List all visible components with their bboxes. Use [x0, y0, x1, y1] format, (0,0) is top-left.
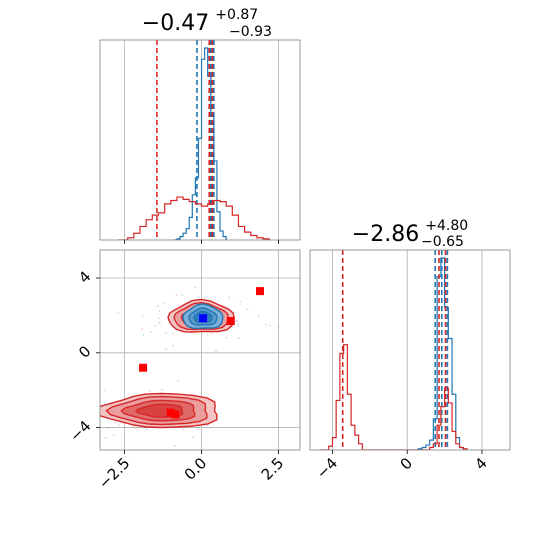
red-marker — [166, 408, 175, 417]
x-tick-label: 4 — [471, 454, 490, 473]
sample-point — [181, 294, 184, 297]
sample-point — [206, 424, 209, 427]
red-marker — [139, 363, 148, 372]
title-param2-minus: −0.65 — [421, 234, 464, 250]
blue-marker — [199, 314, 208, 323]
axes-frame — [99, 39, 301, 241]
panel-joint — [91, 250, 300, 450]
x-tick-label: 0.0 — [181, 454, 211, 484]
sample-point — [206, 333, 209, 336]
sample-point — [265, 323, 267, 326]
sample-point — [91, 420, 93, 422]
sample-point — [158, 322, 160, 324]
title-param1: −0.47 +0.87 — [142, 7, 258, 36]
sample-point — [174, 445, 176, 447]
sample-point — [162, 302, 165, 305]
sample-point — [177, 380, 179, 382]
sample-point — [237, 323, 240, 325]
sample-point — [172, 344, 174, 347]
sample-point — [114, 421, 117, 424]
sample-point — [164, 348, 167, 351]
panel-param2-hist — [319, 250, 483, 450]
sample-point — [196, 428, 199, 431]
y-tick-label: 0 — [75, 342, 94, 361]
red-marker — [226, 317, 235, 326]
sample-point — [161, 388, 164, 391]
hist-blue-param1 — [173, 47, 227, 240]
title-param2-plus: +4.80 — [425, 218, 468, 234]
sample-point — [103, 389, 106, 391]
red-marker — [256, 287, 264, 296]
sample-point — [215, 350, 217, 353]
sample-point — [239, 300, 242, 303]
hist-red-param1 — [118, 196, 270, 240]
sample-point — [246, 308, 249, 311]
x-tick-label: −4 — [313, 454, 341, 482]
x-tick-label: 2.5 — [258, 454, 288, 484]
sample-point — [117, 311, 120, 314]
sample-point — [149, 330, 152, 333]
x-tick-label: −2.5 — [95, 454, 133, 492]
title-param2-median: −2.86 — [352, 222, 419, 247]
red-marker — [171, 410, 180, 419]
sample-point — [133, 425, 136, 428]
sample-point — [157, 305, 160, 307]
sample-point — [142, 334, 145, 336]
sample-point — [238, 337, 241, 340]
y-tick-label: 4 — [75, 267, 94, 286]
hist-red-param2 — [319, 344, 468, 450]
sample-point — [269, 324, 272, 327]
sample-point — [228, 296, 231, 299]
title-param1-minus: −0.93 — [229, 24, 272, 40]
title-param1-plus: +0.87 — [215, 7, 258, 23]
axes-frame — [309, 249, 511, 451]
sample-point — [277, 326, 280, 328]
y-tick-label: −4 — [66, 417, 94, 445]
sample-point — [148, 390, 151, 392]
sample-point — [106, 427, 109, 430]
hist-blue-param2 — [414, 257, 464, 450]
sample-point — [236, 325, 239, 328]
title-param1-median: −0.47 — [142, 11, 209, 36]
sample-point — [141, 315, 144, 318]
panel-param1-hist — [118, 40, 279, 240]
sample-point — [145, 427, 148, 430]
sample-point — [117, 424, 120, 427]
sample-point — [192, 436, 194, 439]
sample-point — [159, 322, 161, 324]
axes-frame — [99, 249, 301, 451]
sample-point — [236, 320, 239, 323]
sample-point — [164, 332, 167, 334]
sample-point — [210, 332, 213, 335]
sample-point — [158, 310, 161, 312]
sample-point — [235, 320, 238, 323]
sample-point — [225, 336, 228, 339]
sample-point — [182, 428, 184, 431]
sample-point — [175, 294, 178, 297]
sample-point — [257, 315, 260, 318]
sample-point — [112, 434, 115, 437]
sample-point — [194, 286, 197, 289]
x-tick-label: 0 — [397, 454, 416, 473]
title-param2: −2.86 +4.80 — [352, 218, 468, 247]
sample-point — [154, 324, 157, 327]
sample-point — [158, 317, 160, 320]
sample-point — [104, 437, 107, 439]
sample-point — [172, 332, 175, 335]
sample-point — [141, 328, 144, 331]
